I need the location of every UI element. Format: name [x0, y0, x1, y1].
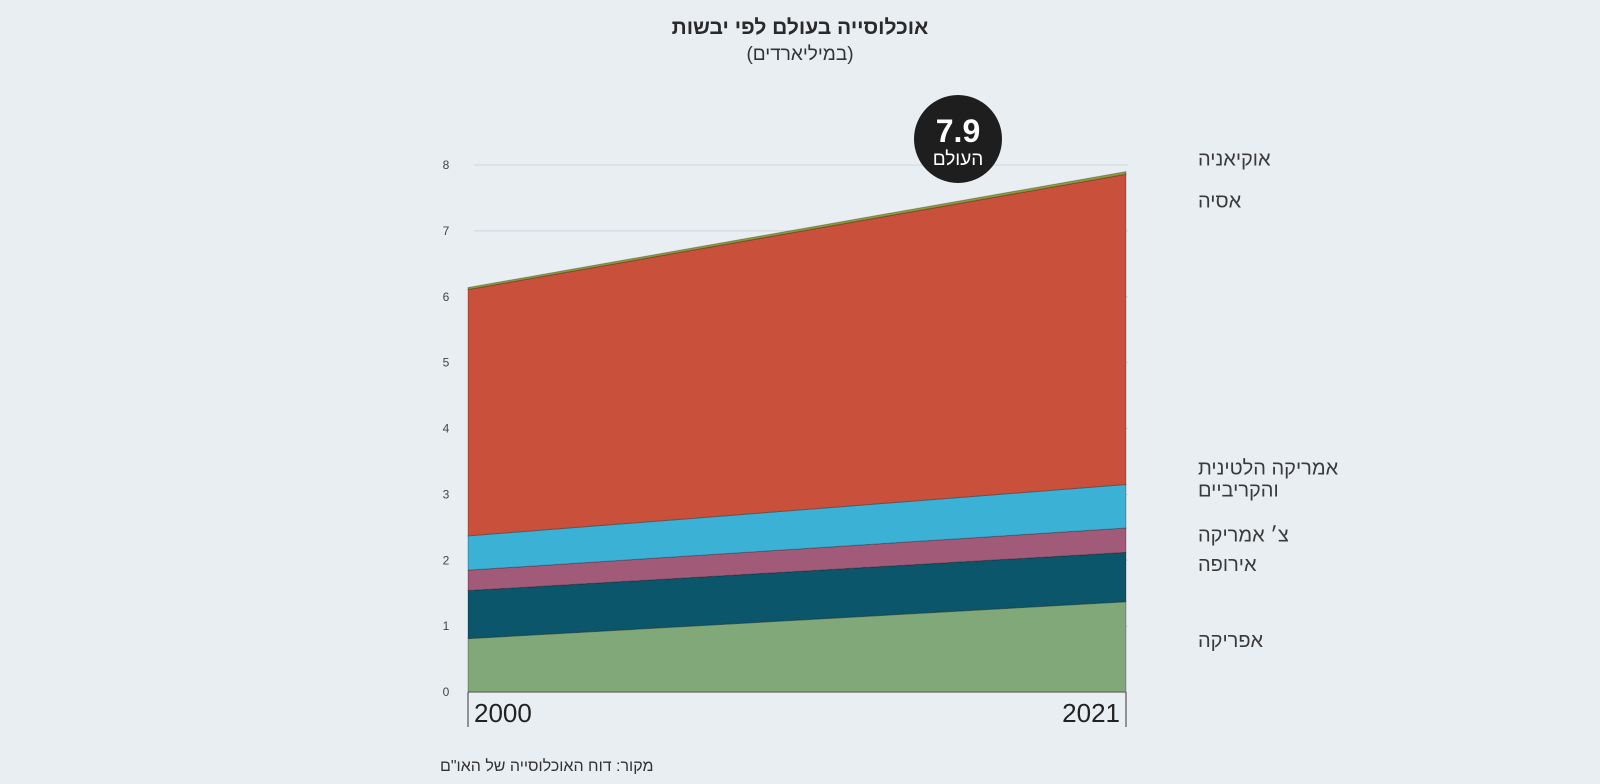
- x-axis-labels: 2000 2021: [474, 698, 1120, 728]
- y-tick-label: 4: [443, 422, 450, 436]
- series-label-1: אירופה: [1198, 554, 1257, 576]
- badge-circle: [914, 95, 1002, 183]
- series-label-3: והקריביים: [1198, 479, 1279, 501]
- y-axis-ticks: 0 1 2 3 4 5 6 7 8: [443, 158, 450, 699]
- area-series-5: [467, 170, 1127, 291]
- badge-label: העולם: [933, 149, 984, 170]
- chart-subtitle: (במיליארדים): [746, 44, 854, 65]
- badge-value: 7.9: [936, 113, 980, 149]
- y-tick-label: 5: [443, 356, 450, 370]
- series-label-2: צ׳ אמריקה: [1198, 524, 1289, 546]
- stacked-areas: [467, 170, 1127, 727]
- series-label-4: אסיה: [1198, 190, 1242, 212]
- y-tick-label: 6: [443, 290, 450, 304]
- chart-title: אוכלוסייה בעולם לפי יבשות: [671, 16, 929, 39]
- series-label-0: אפריקה: [1198, 630, 1264, 652]
- area-series-3: [467, 483, 1127, 571]
- y-tick-label: 3: [443, 487, 450, 501]
- y-tick-label: 7: [443, 224, 450, 238]
- y-tick-label: 8: [443, 158, 450, 172]
- x-label-start: 2000: [474, 698, 532, 728]
- series-label-5: אוקיאניה: [1198, 149, 1271, 171]
- world-total-badge: 7.9 העולם: [914, 95, 1002, 183]
- series-labels: אפריקה אירופה צ׳ אמריקה אמריקה הלטיניתוהקרי…: [1198, 149, 1339, 652]
- x-label-end: 2021: [1062, 698, 1120, 728]
- source-note: מקור: דוח האוכלוסייה של האו"ם: [440, 758, 654, 775]
- series-label-3: אמריקה הלטינית: [1198, 457, 1339, 479]
- y-tick-label: 1: [443, 619, 450, 633]
- y-tick-label: 0: [443, 685, 450, 699]
- y-tick-label: 2: [443, 553, 450, 567]
- area-series-4: [467, 173, 1127, 537]
